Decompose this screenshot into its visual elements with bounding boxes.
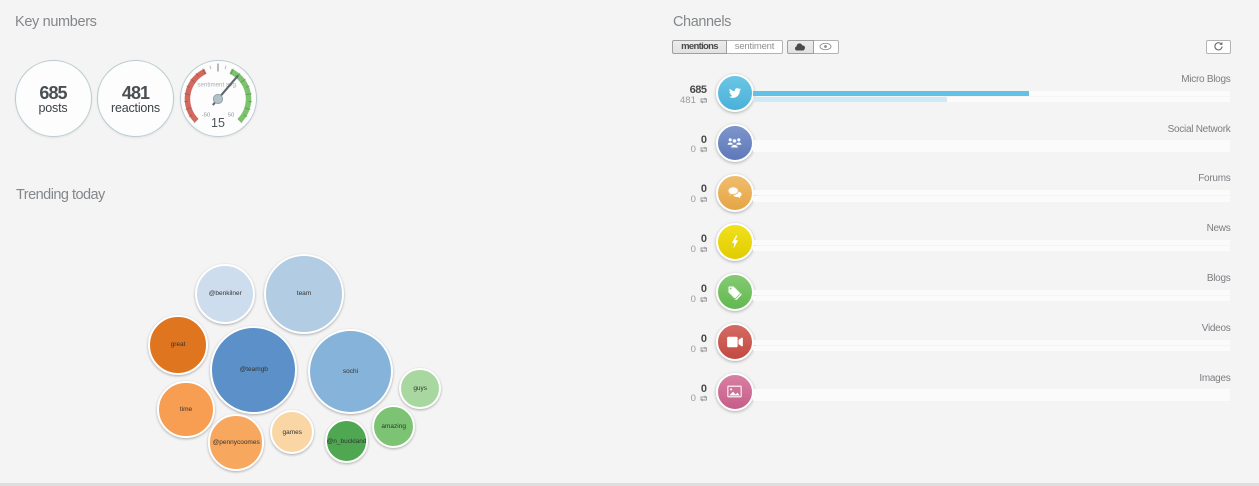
svg-text:-50: -50 <box>202 112 210 118</box>
svg-text:15: 15 <box>211 116 225 130</box>
svg-text:sentiment avg.: sentiment avg. <box>197 81 238 88</box>
svg-text:50: 50 <box>228 112 234 118</box>
